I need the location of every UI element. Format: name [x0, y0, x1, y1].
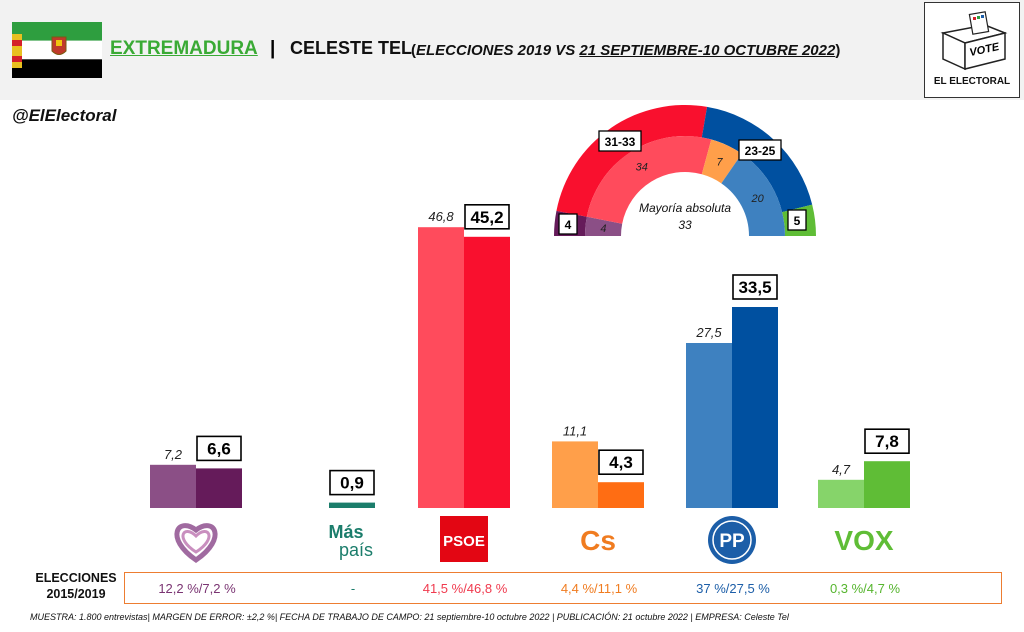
seats-inner-label-pp: 20 — [750, 193, 764, 205]
seats-inner-unidas-podemos — [585, 216, 623, 236]
previous-result-3: 4,4 %/11,1 % — [560, 581, 638, 596]
bar-2022-cs — [598, 482, 644, 508]
subtitle-elections: ELECCIONES 2019 VS — [416, 42, 580, 59]
previous-results-label: ELECCIONES 2015/2019 — [35, 571, 117, 601]
subtitle-open: ( — [411, 42, 416, 59]
unidas-podemos-logo-inner-icon — [181, 530, 211, 554]
header-band: EXTREMADURA | CELESTE TEL (ELECCIONES 20… — [0, 0, 1024, 100]
label-box-2022-psoe — [464, 204, 510, 230]
bar-2022-m-s-pa-s — [329, 502, 375, 508]
label-2022-pp: 33,5 — [738, 278, 771, 297]
pp-logo-ring-icon — [712, 520, 752, 560]
seats-outer-box-psoe — [598, 130, 642, 152]
bar-2019-cs — [552, 441, 598, 508]
label-2019-cs: 11,1 — [563, 423, 587, 438]
title-subtitle: (ELECCIONES 2019 VS 21 SEPTIEMBRE-10 OCT… — [411, 42, 840, 59]
label-2019-vox: 4,7 — [832, 462, 851, 477]
unidas-podemos-logo-icon — [174, 523, 218, 564]
majority-title: Mayoría absoluta — [639, 201, 731, 215]
seats-outer-psoe — [556, 105, 708, 217]
cs-logo-text: Cs — [580, 525, 616, 556]
pp-logo-text: PP — [719, 531, 745, 552]
seats-inner-cs — [701, 139, 742, 184]
ballot-box-icon: VOTE — [940, 11, 1008, 71]
twitter-handle: @ElElectoral — [12, 106, 117, 125]
label-2019-unidas-podemos: 7,2 — [164, 447, 183, 462]
bar-2022-vox — [864, 461, 910, 508]
label-box-2022-vox — [864, 428, 910, 455]
majority-value: 33 — [678, 218, 692, 232]
title-separator: | — [270, 38, 276, 59]
bar-2019-vox — [818, 479, 864, 508]
mas-pais-logo-text-top: Más — [328, 522, 363, 542]
methodology-footnote: MUESTRA: 1.800 entrevistas| MARGEN DE ER… — [30, 612, 789, 622]
logo-name: EL ELECTORAL — [933, 76, 1011, 87]
seats-outer-label-psoe: 31-33 — [605, 135, 636, 149]
label-2022-vox: 7,8 — [875, 432, 899, 451]
bar-2019-pp — [686, 343, 732, 508]
label-box-2022-m-s-pa-s — [329, 469, 375, 496]
previous-result-4: 37 %/27,5 % — [696, 581, 770, 596]
bar-2022-psoe — [464, 236, 510, 509]
seats-outer-box-pp — [738, 139, 782, 161]
subtitle-dates: 21 SEPTIEMBRE-10 OCTUBRE 2022 — [579, 42, 836, 59]
bar-2022-pp — [732, 307, 778, 508]
vox-logo-text: VOX — [834, 525, 893, 556]
label-2019-psoe: 46,8 — [428, 209, 454, 224]
seats-inner-label-unidas-podemos: 4 — [600, 223, 606, 235]
label-2022-unidas-podemos: 6,6 — [207, 439, 231, 458]
label-box-2022-cs — [598, 449, 644, 476]
label-box-2022-unidas-podemos — [196, 435, 242, 462]
psoe-logo-text: PSOE — [443, 533, 485, 550]
bar-2019-unidas-podemos — [150, 464, 196, 508]
label-2022-psoe: 45,2 — [470, 208, 503, 227]
seats-outer-box-vox — [787, 209, 807, 231]
extremadura-flag-icon — [12, 22, 102, 78]
seats-outer-label-pp: 23-25 — [745, 144, 776, 158]
previous-result-1: - — [350, 581, 356, 596]
previous-result-5: 0,3 %/4,7 % — [829, 581, 901, 596]
seats-inner-label-psoe: 34 — [636, 161, 648, 173]
previous-result-2: 41,5 %/46,8 % — [422, 581, 508, 596]
seats-inner-psoe — [586, 136, 712, 224]
bar-2022-unidas-podemos — [196, 468, 242, 508]
seats-outer-label-unidas-podemos: 4 — [565, 218, 572, 232]
el-electoral-logo: VOTE EL ELECTORAL — [924, 2, 1020, 98]
region-title: EXTREMADURA — [110, 38, 258, 59]
label-box-2022-pp — [732, 274, 778, 300]
subtitle-close: ) — [835, 42, 841, 59]
seats-outer-box-unidas-podemos — [558, 213, 578, 235]
label-2022-m-s-pa-s: 0,9 — [340, 474, 364, 493]
psoe-logo-icon — [440, 516, 488, 562]
seats-inner-label-cs: 7 — [716, 157, 723, 169]
previous-result-0: 12,2 %/7,2 % — [158, 581, 236, 596]
seats-inner-pp — [721, 153, 785, 236]
pollster-name: CELESTE TEL — [290, 38, 413, 58]
label-2022-cs: 4,3 — [609, 453, 633, 472]
pp-logo-icon — [708, 516, 756, 564]
label-2019-pp: 27,5 — [695, 325, 722, 340]
previous-results-row: 12,2 %/7,2 % - 41,5 %/46,8 % 4,4 %/11,1 % 37… — [124, 572, 1002, 604]
bar-2019-psoe — [418, 227, 464, 508]
mas-pais-logo-text-bottom: país — [339, 540, 373, 560]
seats-outer-label-vox: 5 — [794, 214, 801, 228]
